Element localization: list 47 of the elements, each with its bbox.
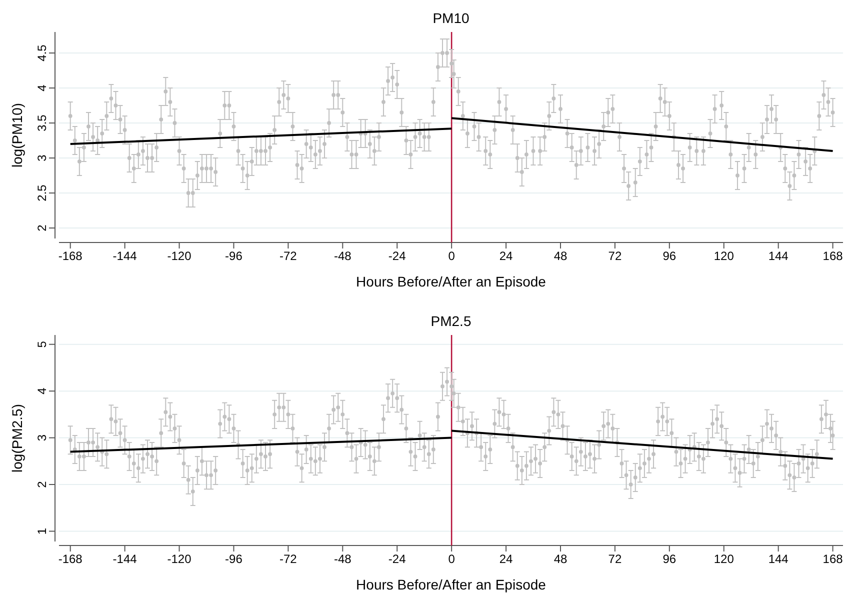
y-tick-label: 4.5 [35, 44, 49, 62]
x-tick-label: 144 [768, 249, 789, 264]
x-tick-label: -96 [225, 552, 243, 566]
y-tick-label: 3.5 [35, 114, 49, 132]
y-tick-label: 2 [35, 480, 49, 488]
x-tick-label: 168 [822, 552, 844, 566]
x-tick-label: 120 [714, 552, 734, 566]
x-tick-label: 24 [499, 249, 514, 264]
x-tick-label: 168 [822, 249, 844, 264]
x-axis-title: Hours Before/After an Episode [356, 274, 546, 290]
x-tick-label: 48 [554, 552, 568, 566]
y-tick-label: 2.5 [35, 184, 49, 202]
x-tick-label: 72 [608, 249, 622, 264]
x-tick-label: -120 [167, 552, 192, 566]
x-tick-label: 72 [608, 552, 622, 566]
y-axis-title: log(PM10) [9, 102, 25, 168]
x-tick-label: -24 [388, 249, 406, 264]
x-tick-label: 0 [448, 552, 456, 566]
x-tick-label: 24 [499, 552, 514, 566]
chart-title: PM10 [432, 10, 470, 26]
x-tick-label: -96 [225, 249, 243, 264]
y-axis-title: log(PM2.5) [9, 404, 25, 472]
y-tick-label: 1 [35, 527, 49, 534]
x-tick-label: 96 [662, 249, 676, 264]
y-tick-label: 3 [35, 154, 49, 162]
chart-title: PM2.5 [430, 312, 472, 328]
y-tick-label: 5 [35, 340, 49, 348]
y-tick-label: 4 [35, 84, 49, 92]
x-tick-label: -168 [58, 249, 83, 264]
x-tick-label: -72 [280, 552, 298, 566]
x-axis-title: Hours Before/After an Episode [356, 576, 546, 592]
x-tick-label: 144 [768, 552, 789, 566]
x-tick-label: -24 [388, 552, 406, 566]
x-tick-label: 120 [714, 249, 734, 264]
x-tick-label: -144 [112, 552, 138, 566]
x-tick-label: 48 [554, 249, 568, 264]
x-tick-label: -144 [112, 249, 138, 264]
x-tick-label: -120 [167, 249, 192, 264]
x-tick-label: 96 [662, 552, 676, 566]
x-tick-label: -48 [334, 552, 352, 566]
y-tick-label: 3 [35, 434, 49, 441]
x-tick-label: 0 [448, 249, 456, 264]
x-tick-label: -72 [280, 249, 298, 264]
x-tick-label: -48 [334, 249, 352, 264]
x-tick-label: -168 [58, 552, 83, 566]
y-tick-label: 2 [35, 224, 49, 232]
y-tick-label: 4 [35, 386, 49, 394]
